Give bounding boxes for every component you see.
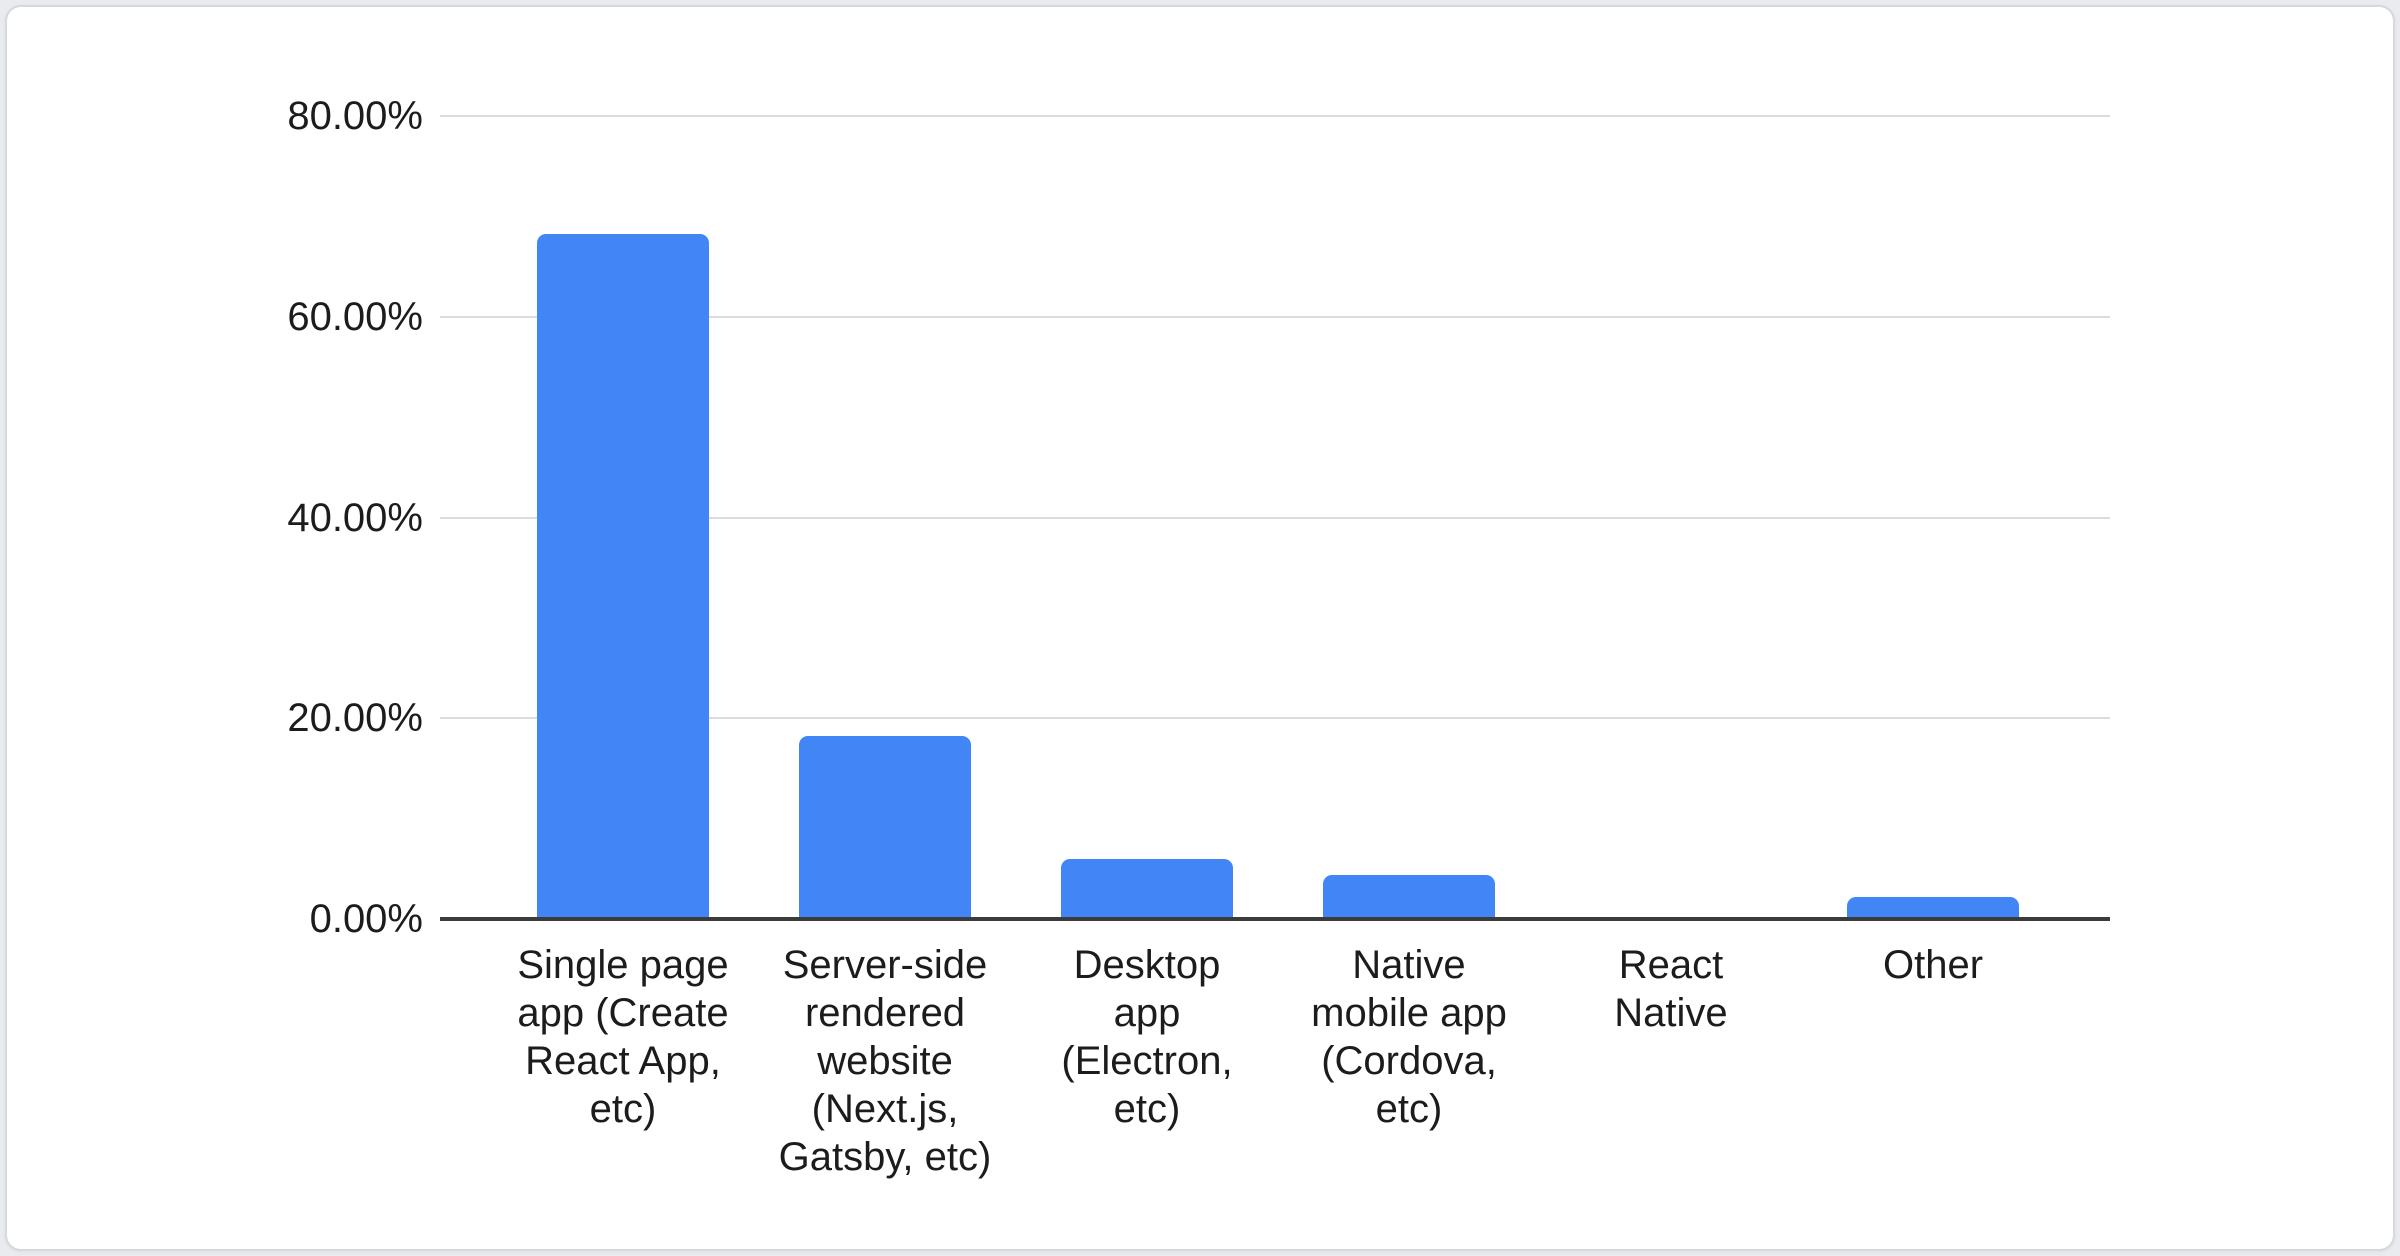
y-axis-tick-label: 80.00%	[287, 94, 423, 138]
y-axis-tick-label: 60.00%	[287, 294, 423, 339]
y-axis-tick-label: 0.00%	[309, 897, 423, 941]
gridline	[440, 516, 2110, 519]
x-axis-category-label: React Native	[1614, 943, 1728, 1035]
x-axis-category-label: Other	[1882, 943, 1984, 987]
bar	[799, 736, 971, 919]
bar-slot	[1540, 116, 1802, 919]
bar	[1061, 858, 1233, 919]
x-axis-category-label: Native mobile app (Cordova, etc)	[1311, 943, 1507, 1131]
gridline	[440, 717, 2110, 720]
bar	[1847, 896, 2019, 919]
x-axis-line	[440, 917, 2110, 921]
bar-slot	[1802, 116, 2064, 919]
bar-slot	[1016, 116, 1278, 919]
y-axis-tick-label: 20.00%	[287, 696, 423, 741]
x-axis-category-label: Server-side rendered website (Next.js, G…	[778, 943, 992, 1179]
bar	[1323, 874, 1495, 919]
gridline	[440, 115, 2110, 117]
x-axis-category-label: Desktop app (Electron, etc)	[1061, 943, 1233, 1131]
x-axis-labels: Single page app (Create React App, etc) S…	[492, 941, 2064, 1181]
bars	[492, 116, 2064, 919]
bar-slot	[1278, 116, 1540, 919]
plot-area	[440, 115, 2110, 921]
y-axis-tick-label: 40.00%	[287, 495, 423, 540]
bar-slot	[492, 116, 754, 919]
bar-slot	[754, 116, 1016, 919]
chart-card	[5, 5, 2395, 1251]
bar	[537, 234, 709, 919]
gridline	[440, 315, 2110, 318]
x-axis-category-label: Single page app (Create React App, etc)	[517, 943, 729, 1131]
